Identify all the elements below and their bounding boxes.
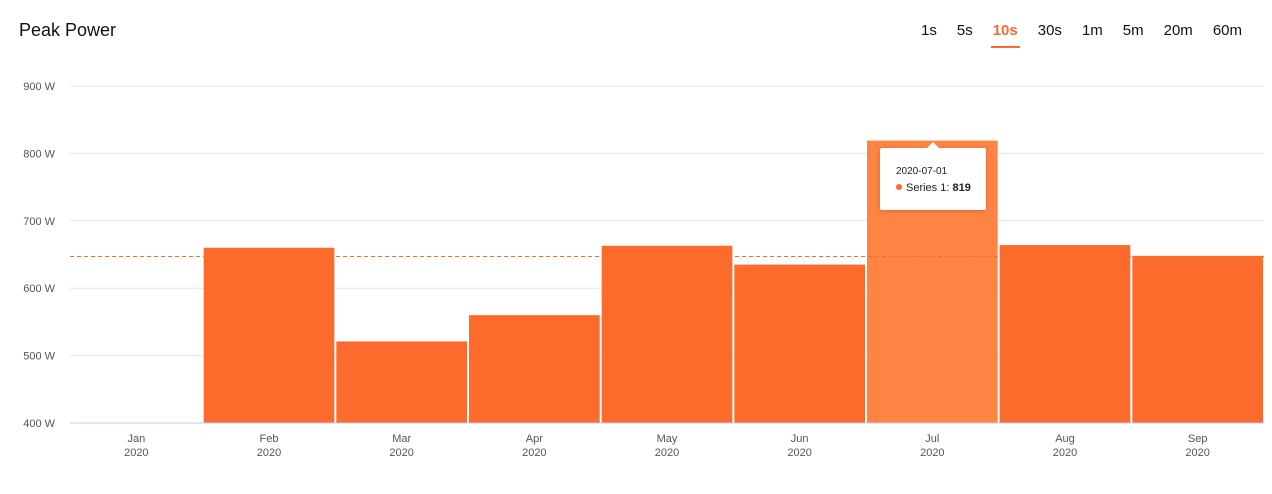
x-tick-year-label: 2020 xyxy=(655,447,679,459)
range-option-5m[interactable]: 5m xyxy=(1122,22,1144,39)
x-tick-label: Sep xyxy=(1188,433,1208,445)
x-tick-year-label: 2020 xyxy=(124,447,148,459)
bar-sep xyxy=(1132,255,1263,423)
x-tick-year-label: 2020 xyxy=(787,447,811,459)
x-tick-label: Jun xyxy=(791,433,809,445)
tooltip-value: 819 xyxy=(952,182,971,194)
bar-may xyxy=(601,245,733,423)
range-option-10s[interactable]: 10s xyxy=(983,22,1028,48)
range-option-1m[interactable]: 1m xyxy=(1081,22,1103,39)
tooltip-series-label: Series 1: xyxy=(906,182,953,194)
x-tick-label: Jan xyxy=(127,433,145,445)
bar-aug xyxy=(999,245,1131,423)
bar-mar xyxy=(336,341,467,423)
x-tick-label: Jul xyxy=(925,433,939,445)
time-range-selector: 1s 5s 10s 30s 1m 5m 20m 60m xyxy=(911,22,1252,48)
bar-jun xyxy=(734,264,865,423)
range-option-5s[interactable]: 5s xyxy=(956,22,973,39)
bar-tooltip: 2020-07-01 Series 1: 819 xyxy=(880,142,986,210)
x-tick-label: Mar xyxy=(392,433,411,445)
tooltip-date: 2020-07-01 xyxy=(896,166,948,177)
x-tick-year-label: 2020 xyxy=(920,447,944,459)
range-option-30s[interactable]: 30s xyxy=(1037,22,1062,39)
y-tick-label: 700 W xyxy=(23,216,55,228)
x-tick-label: Apr xyxy=(526,433,543,445)
x-tick-label: May xyxy=(657,433,678,445)
y-tick-label: 400 W xyxy=(23,418,55,430)
y-tick-label: 900 W xyxy=(23,81,55,93)
y-tick-label: 800 W xyxy=(23,148,55,160)
x-tick-year-label: 2020 xyxy=(1185,447,1209,459)
range-option-1s[interactable]: 1s xyxy=(921,22,937,39)
series-dot-icon xyxy=(896,184,902,190)
bar-feb xyxy=(203,247,335,423)
x-tick-year-label: 2020 xyxy=(522,447,546,459)
bar-apr xyxy=(469,315,600,423)
x-tick-year-label: 2020 xyxy=(389,447,413,459)
range-option-20m[interactable]: 20m xyxy=(1163,22,1193,39)
range-option-60m[interactable]: 60m xyxy=(1212,22,1242,39)
x-tick-year-label: 2020 xyxy=(257,447,281,459)
x-tick-label: Feb xyxy=(260,433,279,445)
tooltip-series-row: Series 1: 819 xyxy=(896,182,986,194)
chart-title: Peak Power xyxy=(19,20,117,40)
y-tick-label: 600 W xyxy=(23,283,55,295)
y-tick-label: 500 W xyxy=(23,351,55,363)
x-tick-label: Aug xyxy=(1055,433,1075,445)
x-tick-year-label: 2020 xyxy=(1053,447,1077,459)
